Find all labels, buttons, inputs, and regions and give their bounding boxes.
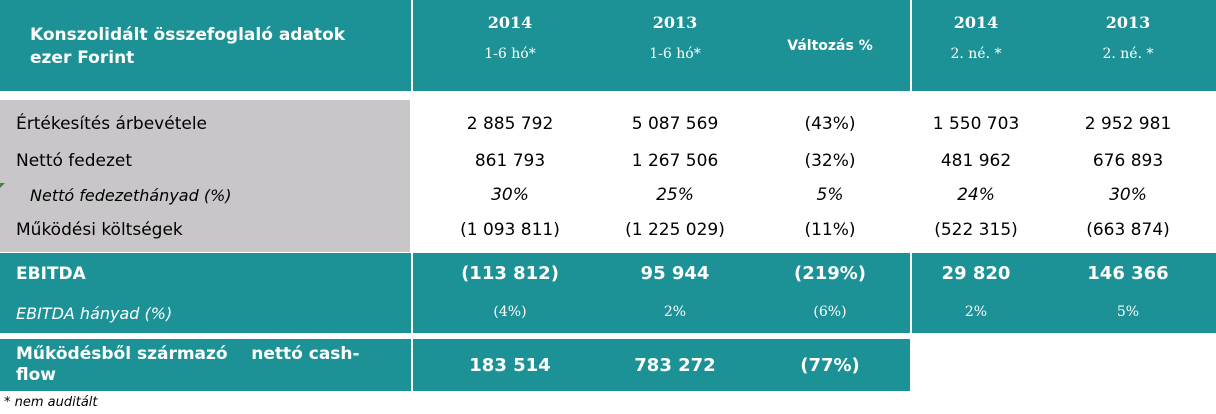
col1-year: 2014 xyxy=(487,13,533,32)
footnote: * nem auditált xyxy=(4,395,98,410)
ebitda-label: EBITDA xyxy=(16,264,86,284)
corner-marker-icon xyxy=(0,183,5,188)
ebitda-period-cell xyxy=(413,253,910,333)
ebitda-ratio-label: EBITDA hányad (%) xyxy=(16,304,173,323)
cell: 5 087 569 xyxy=(631,114,719,134)
ebitda-value: 29 820 xyxy=(941,263,1011,284)
ebitda-label-cell xyxy=(0,253,411,333)
ebitda-value: 146 366 xyxy=(1087,263,1169,284)
col5-sub: 2. né. * xyxy=(1102,46,1154,62)
row-label-net-margin-ratio: Nettó fedezethányad (%) xyxy=(30,186,232,205)
ebitda-ratio-value: 5% xyxy=(1116,304,1140,320)
cell: (11%) xyxy=(804,220,856,240)
ebitda-value: (219%) xyxy=(793,263,867,284)
ebitda-value: 95 944 xyxy=(640,263,710,284)
col5-year: 2013 xyxy=(1105,13,1151,32)
col4-sub: 2. né. * xyxy=(950,46,1002,62)
cell: 24% xyxy=(957,185,995,205)
cell: 25% xyxy=(656,185,694,205)
ebitda-ratio-value: 2% xyxy=(663,304,687,320)
cashflow-value-cell xyxy=(413,339,910,391)
cashflow-value: 183 514 xyxy=(469,355,551,376)
ebitda-quarter-cell xyxy=(912,253,1216,333)
header-period-cell xyxy=(413,0,910,91)
col1-sub: 1-6 hó* xyxy=(484,46,536,62)
row-label-revenue: Értékesítés árbevétele xyxy=(16,114,208,134)
cashflow-label-cell xyxy=(0,339,411,391)
cell: 30% xyxy=(491,185,529,205)
cell: 1 267 506 xyxy=(631,151,719,171)
cell: (1 093 811) xyxy=(460,220,560,240)
ebitda-ratio-value: 2% xyxy=(964,304,988,320)
label-column-bg xyxy=(0,100,410,252)
row-label-operating-costs: Működési költségek xyxy=(16,220,183,240)
header-title-cell xyxy=(0,0,411,91)
cell: (43%) xyxy=(804,114,856,134)
ebitda-value: (113 812) xyxy=(461,263,559,284)
cashflow-label-line2: flow xyxy=(16,365,56,385)
cashflow-value: 783 272 xyxy=(634,355,716,376)
col4-year: 2014 xyxy=(953,13,999,32)
table-title: Konszolidált összefoglaló adatok ezer Fo… xyxy=(30,24,345,70)
cell: 30% xyxy=(1109,185,1147,205)
cell: 5% xyxy=(816,185,844,205)
row-label-net-margin: Nettó fedezet xyxy=(16,151,133,171)
table-title-line1: Konszolidált összefoglaló adatok xyxy=(30,25,346,45)
cell: 481 962 xyxy=(940,151,1012,171)
cashflow-label: Működésből származó nettó cash- flow xyxy=(16,344,360,386)
cell: 861 793 xyxy=(474,151,546,171)
cell: 1 550 703 xyxy=(932,114,1020,134)
cell: (32%) xyxy=(804,151,856,171)
cell: (522 315) xyxy=(934,220,1018,240)
col2-year: 2013 xyxy=(652,13,698,32)
header-quarter-cell xyxy=(912,0,1216,91)
ebitda-ratio-value: (4%) xyxy=(493,304,527,320)
cashflow-label-line1: Működésből származó nettó cash- xyxy=(16,344,360,364)
cell: (1 225 029) xyxy=(625,220,725,240)
table-title-line2: ezer Forint xyxy=(30,48,135,68)
col2-sub: 1-6 hó* xyxy=(649,46,701,62)
cell: 676 893 xyxy=(1092,151,1164,171)
cell: (663 874) xyxy=(1086,220,1170,240)
cell: 2 952 981 xyxy=(1084,114,1172,134)
ebitda-ratio-value: (6%) xyxy=(813,304,847,320)
cashflow-value: (77%) xyxy=(800,355,860,376)
cell: 2 885 792 xyxy=(466,114,554,134)
col3-label: Változás % xyxy=(787,38,873,54)
